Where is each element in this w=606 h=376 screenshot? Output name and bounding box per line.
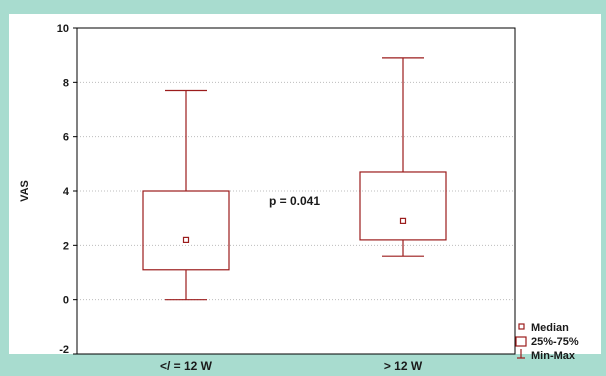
box-series [142, 57, 447, 301]
plot-area-border [76, 27, 516, 355]
y-axis-title: VAS [19, 180, 31, 202]
y-tick-label: 6 [63, 132, 69, 144]
y-tick-label: 8 [63, 77, 69, 89]
y-tick-label: 4 [63, 186, 70, 198]
median-marker-2 [399, 217, 407, 224]
legend-whisker-symbol [517, 349, 525, 359]
legend-median-symbol [518, 323, 525, 330]
legend: Median 25%-75% Min-Max [515, 322, 579, 362]
p-value-annotation: p = 0.041 [269, 194, 320, 208]
y-tick-label: 10 [57, 23, 69, 35]
iqr-box-1 [142, 190, 230, 271]
x-tick-label-group-1: </ = 12 W [160, 359, 213, 373]
legend-label-median: Median [531, 322, 569, 334]
iqr-box-2 [359, 171, 447, 241]
x-tick-label-group-2: > 12 W [384, 359, 423, 373]
y-axis-ticks: -2 0 2 4 6 8 10 [57, 23, 77, 356]
legend-box-symbol [515, 336, 527, 347]
chart-panel [9, 14, 601, 354]
legend-label-range: Min-Max [531, 350, 576, 362]
legend-label-quartiles: 25%-75% [531, 336, 579, 348]
median-marker-1 [182, 236, 190, 243]
y-tick-label: -2 [59, 344, 69, 356]
y-tick-label: 2 [63, 240, 69, 252]
y-tick-label: 0 [63, 295, 69, 307]
